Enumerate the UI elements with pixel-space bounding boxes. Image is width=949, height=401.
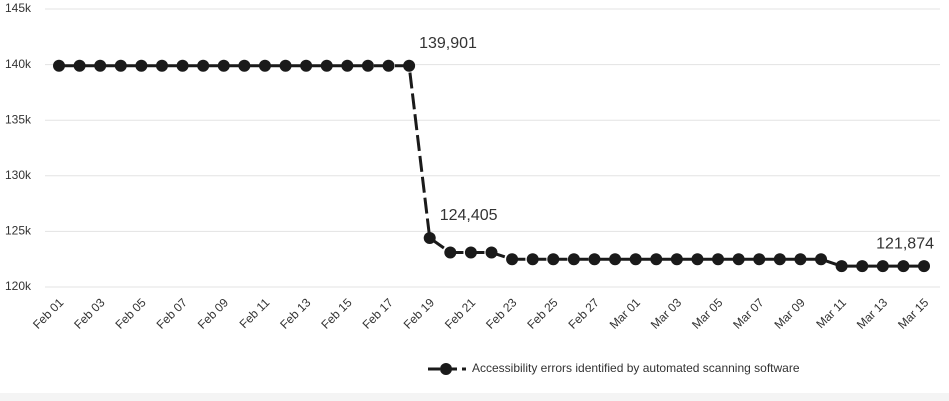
point [53,59,65,72]
x-tick-label: Feb 05 [112,295,149,332]
x-tick-label: Feb 09 [195,295,232,332]
data-label: 139,901 [419,35,477,52]
legend-label: Accessibility errors identified by autom… [472,361,800,375]
point [423,232,436,245]
point [341,59,354,72]
point [918,260,930,273]
point [506,253,519,266]
y-tick-label: 125k [5,224,32,238]
point [732,253,745,266]
x-tick-label: Mar 13 [854,295,891,332]
x-tick-label: Mar 05 [689,295,726,332]
point [691,253,704,266]
x-tick-label: Feb 19 [401,295,438,332]
x-tick-label: Feb 25 [524,295,561,332]
point [279,59,292,72]
point [73,59,86,72]
x-tick-label: Feb 07 [154,295,191,332]
point [258,59,271,72]
y-tick-label: 120k [5,279,32,293]
point [94,59,107,72]
x-tick-label: Feb 11 [237,295,273,331]
point [320,59,333,72]
x-tick-label: Mar 15 [895,295,932,332]
x-tick-label: Feb 17 [360,295,397,332]
point [794,253,807,266]
x-tick-label: Feb 21 [442,295,479,332]
point [403,59,416,72]
point [382,59,395,72]
point [835,260,848,273]
point [609,253,622,266]
x-tick-label: Feb 13 [277,295,314,332]
point [217,59,230,72]
point [629,253,642,266]
point [361,59,374,72]
legend-marker [440,363,452,375]
data-label: 124,405 [440,207,498,224]
data-label: 121,874 [876,235,934,252]
point [464,246,477,259]
point [197,59,210,72]
y-tick-label: 130k [5,168,32,182]
x-tick-label: Mar 01 [607,295,644,332]
point [567,253,580,266]
point [712,253,725,266]
x-tick-label: Feb 15 [318,295,355,332]
point [588,253,601,266]
x-tick-label: Feb 23 [483,295,520,332]
y-tick-label: 145k [5,1,32,15]
point [773,253,786,266]
point [876,260,889,273]
y-tick-label: 135k [5,112,32,126]
point [238,59,251,72]
line [59,64,924,268]
x-tick-label: Feb 03 [71,295,108,332]
point [753,253,766,266]
footer-strip [0,393,949,401]
x-tick-label: Mar 03 [648,295,685,332]
point [670,253,683,266]
point [176,59,189,72]
point [114,59,127,72]
point [300,59,313,72]
y-tick-label: 140k [5,57,32,71]
point [135,59,148,72]
point [526,253,539,266]
point [485,246,498,259]
point [444,246,457,259]
point [897,260,910,273]
x-tick-label: Mar 11 [813,295,849,331]
point [650,253,663,266]
point [547,253,560,266]
x-tick-label: Feb 01 [30,295,67,332]
x-tick-label: Mar 07 [730,295,767,332]
point [856,260,869,273]
x-tick-label: Mar 09 [771,295,808,332]
x-tick-label: Feb 27 [566,295,603,332]
point [155,59,168,72]
point [815,253,828,266]
